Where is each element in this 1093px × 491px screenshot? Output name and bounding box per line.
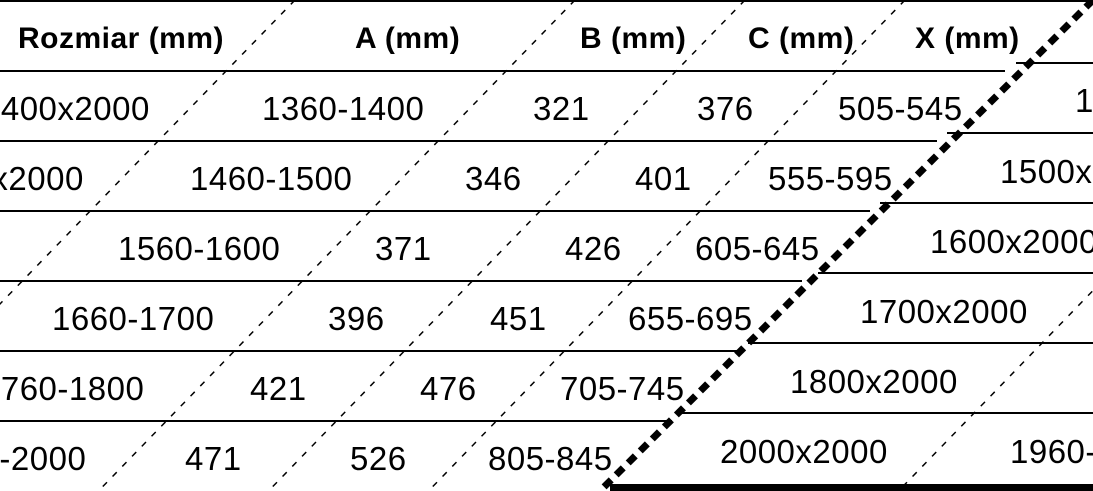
cell-a: 1560-1600 (118, 230, 281, 267)
cell-c: 451 (490, 300, 547, 337)
row-divider (1016, 62, 1093, 64)
cell-x: 805-845 (488, 440, 613, 477)
thick-diagonal-line (597, 0, 1093, 491)
header-c: C (mm) (748, 22, 855, 55)
cell-c: 426 (565, 230, 622, 267)
cell-size-wrapped: 1700x2000 (860, 293, 1028, 330)
row-divider (680, 412, 1093, 414)
cell-a: 1660-1700 (52, 300, 215, 337)
header-a: A (mm) (355, 22, 461, 55)
row-divider (0, 210, 870, 212)
cell-c: 476 (420, 370, 477, 407)
cell-c: 401 (635, 160, 692, 197)
cell-c: 526 (350, 440, 407, 477)
header-x: X (mm) (915, 22, 1020, 55)
row-divider (818, 272, 1093, 274)
cell-x: 505-545 (838, 90, 963, 127)
cell-size-wrapped: 1600x2000 (930, 223, 1093, 260)
cell-b: 371 (375, 230, 432, 267)
cell-size-wrapped: 2000x2000 (720, 433, 888, 470)
row-divider (0, 140, 937, 142)
cell-size: 1400x2000 (0, 90, 150, 127)
cell-size: 1500x2000 (0, 160, 84, 197)
cell-x: 605-645 (695, 230, 820, 267)
cell-c: 376 (697, 90, 754, 127)
header-b: B (mm) (580, 22, 687, 55)
cell-a: 1960-2000 (0, 440, 87, 477)
header-rozmiar: Rozmiar (mm) (18, 22, 225, 55)
cell-x: 655-695 (628, 300, 753, 337)
cell-x: 555-595 (768, 160, 893, 197)
bottom-border (610, 484, 1093, 491)
row-divider (0, 350, 737, 352)
top-border (0, 0, 1093, 2)
diagonal-line (267, 0, 746, 491)
cell-a: 1460-1500 (190, 160, 353, 197)
cell-size-wrapped: 1800x2000 (790, 363, 958, 400)
diagonal-line (897, 289, 1093, 491)
row-divider (0, 70, 1005, 72)
row-divider (0, 420, 672, 422)
cell-a: 1360-1400 (262, 90, 425, 127)
cell-b: 471 (185, 440, 242, 477)
cell-a-wrapped: 1960-2000 (1010, 433, 1093, 470)
row-divider (947, 132, 1093, 134)
row-divider (748, 342, 1093, 344)
cell-b: 346 (465, 160, 522, 197)
cell-b: 321 (533, 90, 590, 127)
row-divider (0, 280, 802, 282)
cell-size-wrapped: 1500x2000 (1000, 153, 1093, 190)
diagonal-line (0, 0, 296, 306)
cell-a: 1760-1800 (0, 370, 145, 407)
cell-size-wrapped: 1400x2000 (1075, 82, 1093, 119)
cell-b: 396 (328, 300, 385, 337)
cell-b: 421 (250, 370, 307, 407)
diagonal-line (97, 0, 576, 491)
cell-x: 705-745 (560, 370, 685, 407)
row-divider (880, 202, 1093, 204)
diagonal-line (427, 0, 906, 491)
